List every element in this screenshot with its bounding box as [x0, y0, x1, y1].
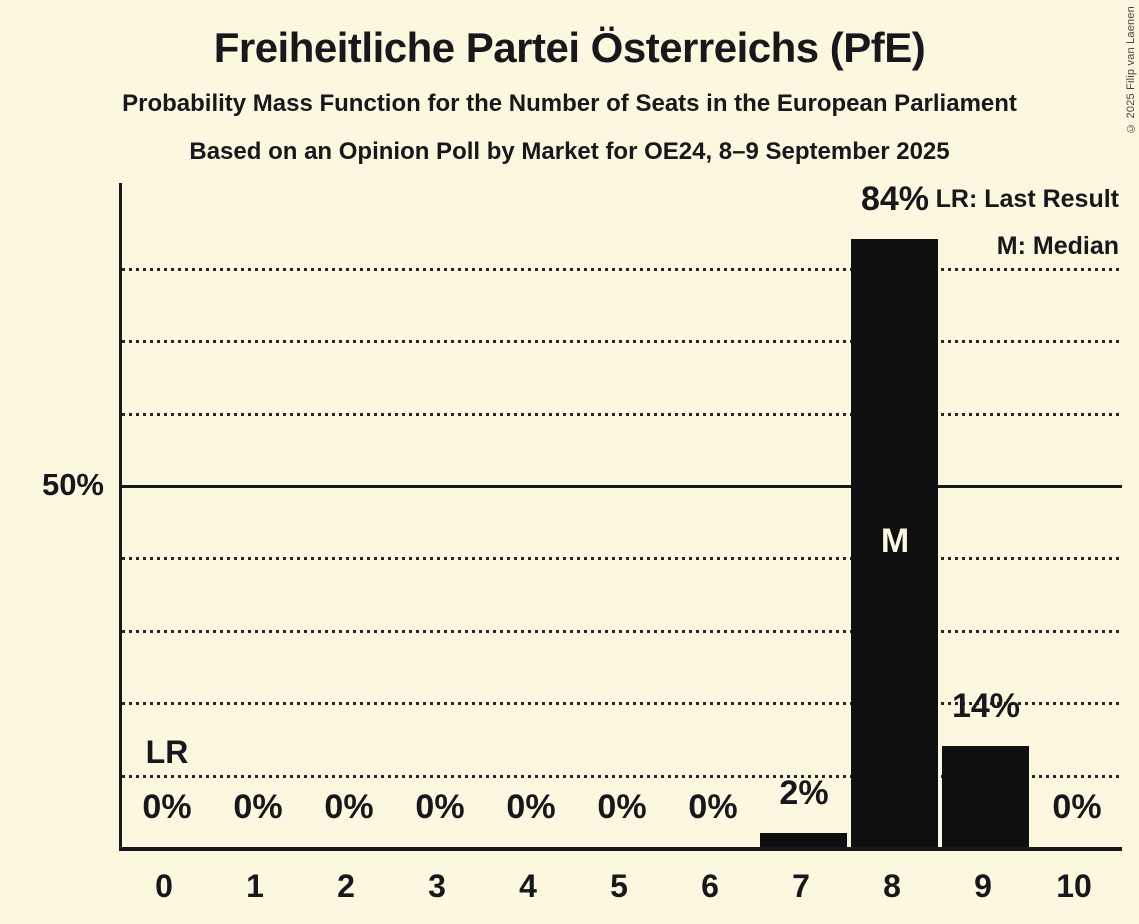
x-tick-7: 7 — [792, 868, 810, 904]
plot-area: 0% 0% 0% 0% 0% 0% 0% 2% 84% 14% 0% M LR — [119, 180, 1122, 851]
gridline-50pct — [122, 485, 1122, 488]
bar-seats-7 — [760, 833, 847, 847]
y-axis-tick-label-50: 50% — [41, 467, 104, 502]
gridline-40pct — [122, 557, 1122, 560]
bar-seats-8 — [851, 239, 938, 847]
x-tick-0: 0 — [155, 868, 173, 904]
value-label-seats-3: 0% — [415, 788, 465, 826]
value-label-seats-8: 84% — [860, 180, 930, 218]
subtitle-poll-source: Based on an Opinion Poll by Market for O… — [189, 138, 950, 165]
last-result-marker: LR — [145, 734, 189, 770]
x-tick-4: 4 — [519, 868, 537, 904]
x-tick-10: 10 — [1056, 868, 1092, 904]
gridline-60pct — [122, 413, 1122, 416]
legend-median: M: Median — [996, 232, 1119, 260]
value-label-seats-9: 14% — [951, 687, 1021, 725]
value-label-seats-4: 0% — [506, 788, 556, 826]
value-label-seats-5: 0% — [597, 788, 647, 826]
copyright-notice: © 2025 Filip van Laenen — [1125, 6, 1137, 134]
gridline-80pct — [122, 268, 1122, 271]
subtitle-pmf: Probability Mass Function for the Number… — [122, 90, 1017, 117]
value-label-seats-6: 0% — [688, 788, 738, 826]
gridline-20pct — [122, 702, 1122, 705]
value-label-seats-7: 2% — [779, 774, 829, 812]
x-tick-6: 6 — [701, 868, 719, 904]
x-tick-8: 8 — [883, 868, 901, 904]
median-marker: M — [880, 522, 910, 560]
value-label-seats-2: 0% — [324, 788, 374, 826]
x-tick-3: 3 — [428, 868, 446, 904]
value-label-seats-0: 0% — [142, 788, 192, 826]
page-title: Freiheitliche Partei Österreichs (PfE) — [213, 24, 926, 71]
bar-seats-9 — [942, 746, 1029, 847]
x-tick-9: 9 — [974, 868, 992, 904]
gridline-70pct — [122, 340, 1122, 343]
x-tick-1: 1 — [246, 868, 264, 904]
x-tick-5: 5 — [610, 868, 628, 904]
x-axis-tick-labels: 0 1 2 3 4 5 6 7 8 9 10 — [119, 868, 1119, 912]
gridline-30pct — [122, 630, 1122, 633]
gridline-10pct — [122, 775, 1122, 778]
value-label-seats-10: 0% — [1052, 788, 1102, 826]
legend-last-result: LR: Last Result — [935, 185, 1119, 213]
x-tick-2: 2 — [337, 868, 355, 904]
value-label-seats-1: 0% — [233, 788, 283, 826]
